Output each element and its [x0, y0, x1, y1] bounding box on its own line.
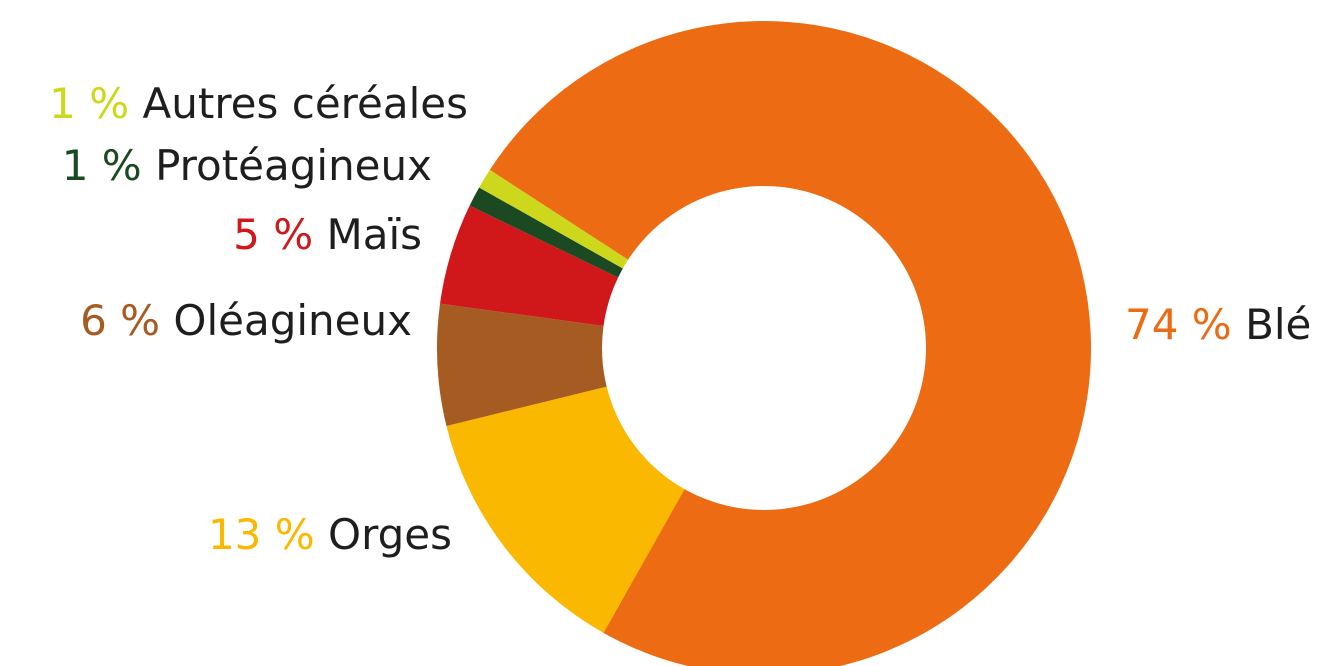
value-label: 74 %: [1125, 300, 1232, 349]
category-label: Orges: [328, 510, 452, 559]
category-label: Blé: [1245, 300, 1311, 349]
slice-label: 1 % Autres céréales: [49, 79, 468, 128]
category-label: Autres céréales: [143, 79, 468, 128]
slice-label: 13 % Orges: [208, 510, 452, 559]
category-label: Maïs: [326, 210, 422, 259]
category-label: Oléagineux: [173, 296, 412, 345]
donut-slice: [437, 303, 607, 427]
donut-slice: [440, 205, 619, 327]
value-label: 1 %: [49, 79, 129, 128]
value-label: 13 %: [208, 510, 315, 559]
value-label: 5 %: [233, 210, 313, 259]
slice-label: 6 % Oléagineux: [80, 296, 412, 345]
value-label: 6 %: [80, 296, 160, 345]
value-label: 1 %: [62, 141, 142, 190]
donut-slice: [469, 187, 623, 278]
donut-slice: [479, 169, 629, 269]
donut-slice: [446, 386, 685, 633]
category-label: Protéagineux: [155, 141, 432, 190]
slice-label: 1 % Protéagineux: [62, 141, 432, 190]
slice-label: 74 % Blé: [1125, 300, 1311, 349]
donut-slice: [489, 21, 1091, 666]
slice-label: 5 % Maïs: [233, 210, 422, 259]
